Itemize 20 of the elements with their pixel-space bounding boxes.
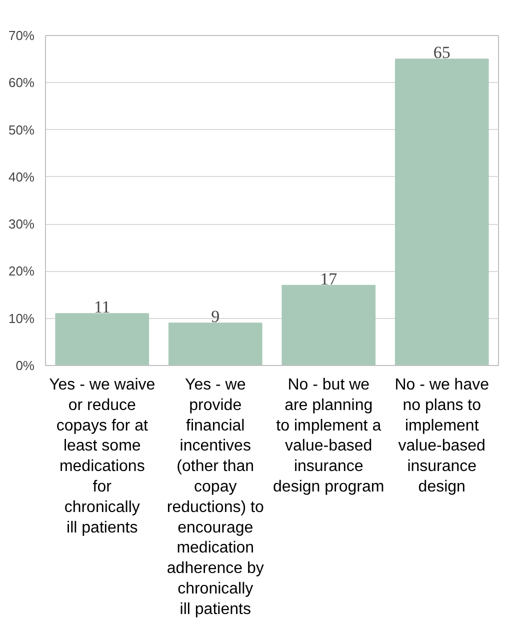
x-tick-label: No - but we are planning to implement a value-based insurance design program bbox=[273, 376, 384, 496]
y-tick-label: 10% bbox=[8, 310, 35, 326]
bar bbox=[55, 313, 150, 366]
category-label: Yes - we provide financial incentives (other than copay reductions) to encourage medication adherence by chronically ill patients bbox=[166, 376, 264, 618]
data-label: 9 bbox=[211, 307, 220, 326]
y-tick-label: 0% bbox=[16, 358, 35, 373]
y-tick-label: 40% bbox=[8, 169, 35, 184]
x-tick-label: No - we have no plans to implement value-based insurance design bbox=[394, 376, 490, 496]
data-label: 11 bbox=[94, 298, 110, 317]
data-label: 17 bbox=[320, 269, 338, 288]
data-label: 65 bbox=[433, 43, 450, 62]
y-tick-label: 70% bbox=[8, 28, 35, 43]
y-tick-label: 50% bbox=[8, 122, 35, 138]
y-tick-label: 20% bbox=[8, 264, 35, 279]
bar bbox=[394, 58, 489, 366]
bar bbox=[282, 284, 376, 366]
y-tick-label: 60% bbox=[8, 75, 35, 90]
y-tick-label: 30% bbox=[8, 216, 35, 232]
bar bbox=[168, 322, 262, 366]
x-tick-label: Yes - we waive or reduce copays for at least some medications for chronically ill patients bbox=[49, 376, 156, 536]
